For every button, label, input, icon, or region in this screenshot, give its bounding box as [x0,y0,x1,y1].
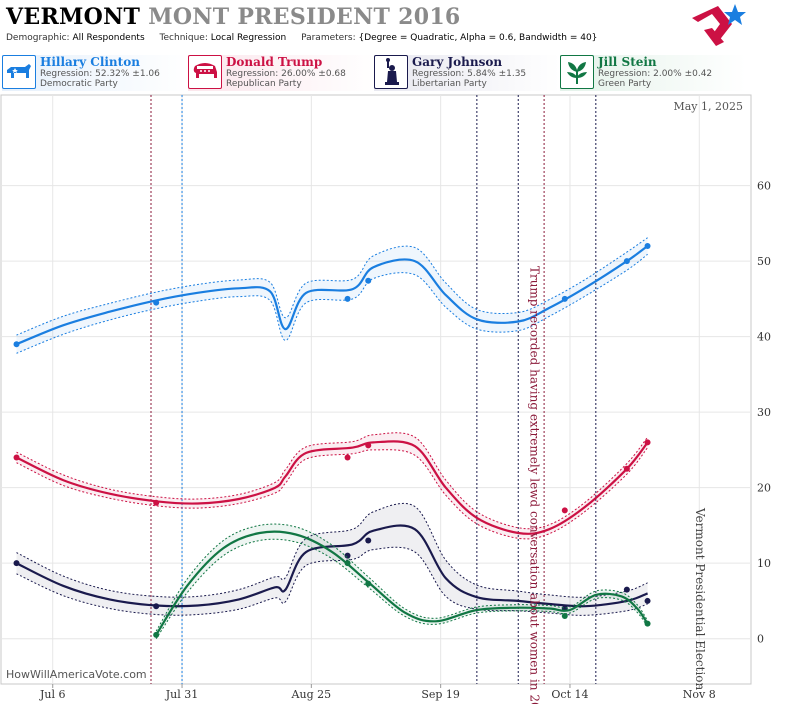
site-logo-icon [692,4,746,46]
confidence-band [16,503,648,616]
x-tick-label: Jul 6 [39,688,66,701]
candidate-regression: Regression: 2.00% ±0.42 [598,69,713,79]
confidence-band [16,237,648,354]
poll-point[interactable] [344,552,351,559]
title-state: VERMONT [6,4,141,30]
poll-point[interactable] [561,295,568,302]
annotation-label: Trump recorded having extremely lewd con… [527,266,541,704]
param-value-parameters: {Degree = Quadratic, Alpha = 0.6, Bandwi… [358,33,598,43]
candidate-stein[interactable]: Jill Stein Regression: 2.00% ±0.42 Green… [560,55,746,91]
band-upper [16,502,648,598]
title-rest: MONT PRESIDENT 2016 [148,4,461,30]
y-tick-label: 0 [757,633,764,646]
y-axis: 0 10 20 30 40 50 60 [757,180,771,646]
candidate-party: Republican Party [226,79,302,89]
elephant-icon [188,55,222,89]
poll-point[interactable] [13,454,20,461]
poll-point[interactable] [153,603,160,610]
poll-point[interactable] [13,560,20,567]
candidate-party: Libertarian Party [412,79,487,89]
band-lower [155,538,649,639]
x-tick-label: Nov 8 [683,688,716,701]
y-tick-label: 40 [757,331,771,344]
y-tick-label: 20 [757,482,771,495]
candidate-name: Jill Stein [598,55,657,69]
x-tick-label: Aug 25 [291,688,332,701]
candidate-party: Democratic Party [40,79,118,89]
watermark: HowWillAmericaVote.com [6,668,147,681]
leaf-icon [560,55,594,89]
param-key-demographic: Demographic: [6,33,70,43]
candidate-clinton[interactable]: Hillary Clinton Regression: 52.32% ±1.06… [2,55,188,91]
poll-point[interactable] [561,613,568,620]
poll-point[interactable] [153,499,160,506]
candidate-johnson[interactable]: Gary Johnson Regression: 5.84% ±1.35 Lib… [374,55,560,91]
poll-point[interactable] [644,243,651,250]
poll-point[interactable] [365,537,372,544]
y-tick-label: 50 [757,255,771,268]
poll-point[interactable] [344,454,351,461]
candidate-name: Gary Johnson [412,55,503,69]
y-tick-label: 10 [757,557,771,570]
y-tick-label: 60 [757,180,771,193]
x-tick-label: Jul 31 [165,688,199,701]
date-label: May 1, 2025 [673,100,743,113]
x-tick-label: Sep 19 [421,688,460,701]
poll-point[interactable] [153,631,160,638]
poll-point[interactable] [644,597,651,604]
poll-point[interactable] [365,277,372,284]
poll-point[interactable] [365,442,372,449]
poll-point[interactable] [365,580,372,587]
series-jill-stein [153,523,651,639]
series-hillary-clinton [13,237,651,354]
poll-point[interactable] [644,439,651,446]
donkey-icon [2,55,36,89]
param-value-demographic: All Respondents [72,33,145,43]
poll-point[interactable] [153,299,160,306]
y-tick-label: 30 [757,406,771,419]
band-lower [16,546,648,616]
plot-frame [0,94,752,685]
band-lower [16,447,648,540]
candidate-regression: Regression: 26.00% ±0.68 [226,69,346,79]
param-value-technique: Local Regression [210,33,287,43]
regression-line [155,530,649,636]
page-title: VERMONT MONT PRESIDENT 2016 [6,4,461,30]
series-gary-johnson [13,502,651,616]
candidate-party: Green Party [598,79,652,89]
confidence-band [16,432,648,539]
parameters-line: Demographic: All Respondents Technique: … [6,33,609,43]
x-axis: Jul 6 Jul 31 Aug 25 Sep 19 Oct 14 Nov 8 [39,684,716,701]
param-key-technique: Technique: [159,33,208,43]
param-key-parameters: Parameters: [301,33,356,43]
band-upper [16,237,648,336]
poll-point[interactable] [344,560,351,567]
candidate-regression: Regression: 52.32% ±1.06 [40,69,160,79]
band-lower [16,253,648,354]
statue-of-liberty-icon [374,55,408,89]
candidate-name: Donald Trump [226,55,323,69]
x-tick-label: Oct 14 [551,688,588,701]
poll-point[interactable] [623,586,630,593]
candidate-regression: Regression: 5.84% ±1.35 [412,69,527,79]
annotation-label: Vermont Presidential Election [693,507,707,691]
series-donald-trump [13,432,651,540]
series-layer [13,237,651,639]
poll-point[interactable] [344,295,351,302]
candidate-name: Hillary Clinton [40,55,140,69]
poll-point[interactable] [623,258,630,265]
confidence-band [156,524,648,639]
poll-point[interactable] [644,620,651,627]
annotations: Trump recorded having extremely lewd con… [527,266,707,704]
poll-point[interactable] [561,507,568,514]
poll-point[interactable] [623,465,630,472]
candidate-trump[interactable]: Donald Trump Regression: 26.00% ±0.68 Re… [188,55,374,91]
poll-point[interactable] [13,341,20,348]
